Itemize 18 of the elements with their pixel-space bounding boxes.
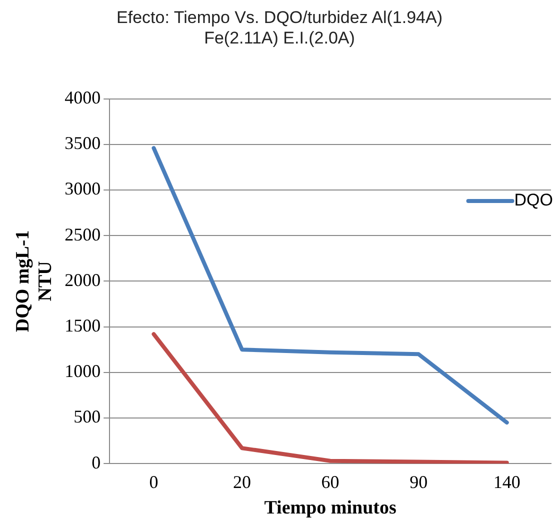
y-tick-label: 1500	[64, 316, 101, 336]
chart-title: Efecto: Tiempo Vs. DQO/turbidez Al(1.94A) Fe(2.11A) E.I.(2.0A)	[116, 8, 442, 48]
x-tick-label: 0	[149, 472, 158, 492]
x-tick-label: 90	[410, 472, 428, 492]
y-tick-label: 3000	[64, 178, 101, 199]
y-tick-label: 500	[74, 406, 101, 427]
y-axis-title: DQO mgL-1 NTU	[12, 230, 56, 332]
x-tick-label: 20	[233, 472, 252, 492]
y-tick-label: 4000	[64, 88, 101, 108]
x-tick-label: 60	[321, 472, 340, 492]
x-tick-label: 140	[493, 472, 520, 492]
y-tick-label: 0	[92, 452, 101, 472]
x-axis-title: Tiempo minutos	[264, 498, 396, 519]
legend-label: DQO	[514, 190, 554, 210]
y-tick-label: 2000	[64, 270, 101, 290]
y-tick-label: 2500	[64, 224, 101, 244]
y-tick-label: 1000	[64, 361, 101, 382]
y-tick-label: 3500	[64, 133, 101, 154]
